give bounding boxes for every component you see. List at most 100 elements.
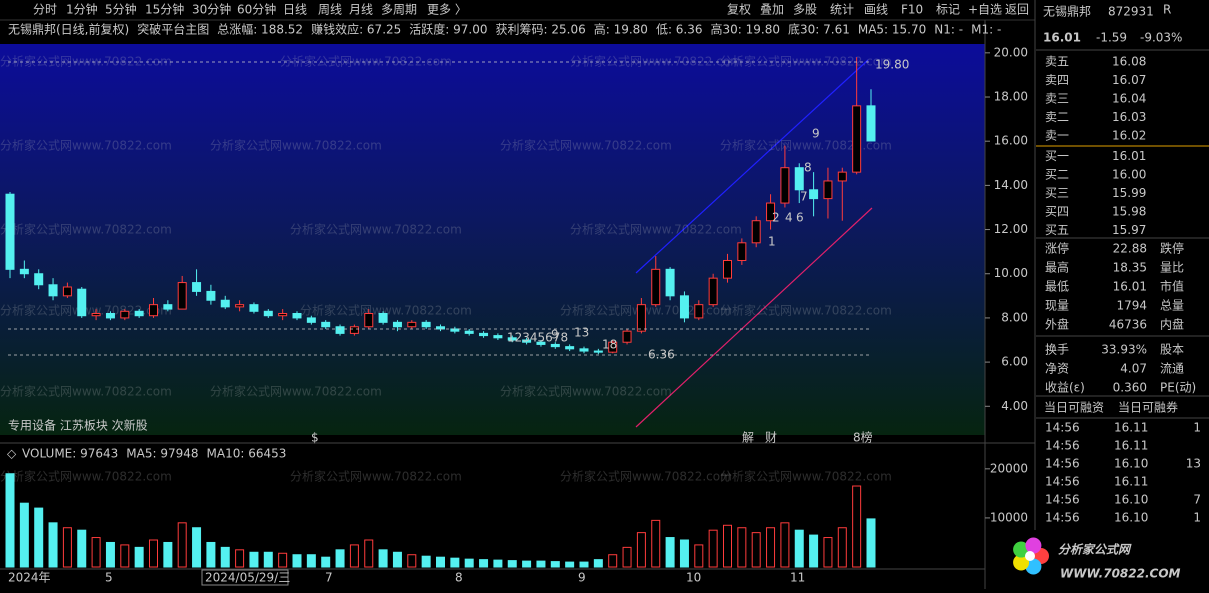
book-label: 买五	[1045, 223, 1069, 237]
period-button[interactable]: 5分钟	[105, 2, 137, 17]
candle-body	[321, 321, 331, 328]
x-tick-label: 9	[578, 571, 586, 585]
tool-button[interactable]: 叠加	[760, 3, 784, 17]
volume-bar	[177, 522, 187, 568]
candle-body	[636, 304, 646, 332]
stat-value: 18.35	[1113, 261, 1147, 275]
volume-bar	[837, 527, 847, 568]
period-button[interactable]: 1分钟	[66, 2, 98, 17]
y-tick-label: 18.00	[994, 90, 1028, 104]
tool-button[interactable]: +自选	[968, 3, 1002, 17]
volume-bar	[335, 549, 345, 568]
tool-button[interactable]: 返回	[1005, 3, 1029, 17]
volume-bar	[493, 559, 503, 568]
volume-bar	[780, 522, 790, 568]
price-change-pct: -9.03%	[1140, 31, 1182, 45]
volume-bar	[679, 539, 689, 568]
volume-bar	[852, 485, 862, 568]
book-label: 买二	[1045, 168, 1069, 182]
event-marker: $	[311, 431, 319, 445]
book-price: 15.99	[1112, 186, 1146, 200]
stat-label: 内盘	[1160, 317, 1184, 332]
period-button[interactable]: 月线	[349, 3, 373, 17]
annotation: 13	[574, 326, 589, 340]
candle-body	[249, 304, 259, 312]
trade-time: 14:56	[1045, 421, 1080, 435]
period-button[interactable]: 周线	[318, 3, 342, 17]
y-tick-label: 14.00	[994, 178, 1028, 192]
volume-bar	[421, 555, 431, 568]
candle-body	[120, 310, 130, 319]
candle-body	[579, 348, 589, 352]
volume-bar	[593, 559, 603, 568]
stat-label: 净资	[1045, 362, 1069, 376]
trade-price: 16.11	[1114, 439, 1148, 453]
tool-button[interactable]: 标记	[936, 3, 960, 17]
logo-petal	[1025, 558, 1042, 575]
volume-bar	[392, 551, 402, 568]
trade-time: 14:56	[1045, 511, 1080, 525]
trade-price: 16.10	[1114, 511, 1148, 525]
volume-bar	[708, 529, 718, 568]
stat-value: 33.93%	[1101, 343, 1147, 357]
annotation: 1	[768, 235, 776, 249]
volume-bar	[579, 561, 589, 568]
volume-bar	[149, 539, 158, 568]
volume-bar	[220, 546, 230, 568]
x-tick-label: 2024年	[8, 571, 51, 585]
watermark: 分析家公式网www.70822.com	[560, 469, 732, 484]
volume-bar	[349, 544, 359, 568]
event-marker: 解	[742, 431, 754, 445]
candle-body	[292, 313, 302, 319]
x-tick-label: 7	[325, 571, 333, 585]
event-marker: 财	[765, 431, 777, 445]
tool-button[interactable]: 画线	[864, 3, 888, 17]
period-button[interactable]: 15分钟	[145, 2, 184, 17]
tool-button[interactable]: 复权	[727, 3, 751, 17]
tool-button[interactable]: 统计	[830, 3, 854, 17]
watermark: 分析家公式网www.70822.com	[280, 54, 452, 69]
period-button[interactable]: 多周期	[381, 3, 417, 17]
period-button[interactable]: 30分钟	[192, 2, 231, 17]
stat-label: 现量	[1045, 299, 1069, 313]
candle-body	[794, 167, 804, 191]
candle-body	[536, 341, 546, 345]
candle-body	[651, 268, 661, 306]
logo-center	[1025, 551, 1035, 561]
stat-label: 股本	[1160, 343, 1184, 357]
annotation: 7	[800, 190, 808, 204]
candle-body	[206, 290, 216, 301]
watermark: 分析家公式网www.70822.com	[720, 469, 892, 484]
candle-body	[550, 343, 560, 348]
candle-body	[364, 313, 374, 328]
x-tick-label: 11	[790, 571, 805, 585]
trade-volume: 13	[1186, 457, 1201, 471]
stat-label: 跌停	[1160, 241, 1184, 256]
book-price: 16.00	[1112, 168, 1146, 182]
candle-body	[278, 313, 288, 317]
period-button[interactable]: 分时	[33, 3, 57, 17]
volume-bar	[794, 529, 804, 568]
book-price: 15.98	[1112, 205, 1146, 219]
volume-bar	[249, 551, 259, 568]
volume-bar	[751, 532, 761, 568]
y-tick-label: 10000	[990, 510, 1028, 524]
annotation: 9	[551, 328, 559, 342]
tool-button[interactable]: 多股	[793, 3, 817, 17]
trade-price: 16.10	[1114, 457, 1148, 471]
stat-label: 总量	[1160, 299, 1184, 313]
candle-body	[149, 304, 158, 317]
volume-bar	[507, 560, 517, 568]
indicator-label: 获利筹码: 25.06	[496, 23, 586, 37]
candle-body	[263, 310, 273, 317]
volume-bar	[192, 527, 202, 568]
candle-body	[679, 295, 689, 319]
volume-bar	[235, 549, 245, 568]
candle-body	[737, 242, 747, 261]
tool-button[interactable]: F10	[901, 3, 923, 17]
candle-body	[335, 326, 345, 334]
period-button[interactable]: 60分钟	[237, 2, 276, 17]
y-tick-label: 20.00	[994, 45, 1028, 59]
period-button[interactable]: 日线	[283, 3, 307, 17]
period-button[interactable]: 更多 〉	[427, 3, 467, 17]
